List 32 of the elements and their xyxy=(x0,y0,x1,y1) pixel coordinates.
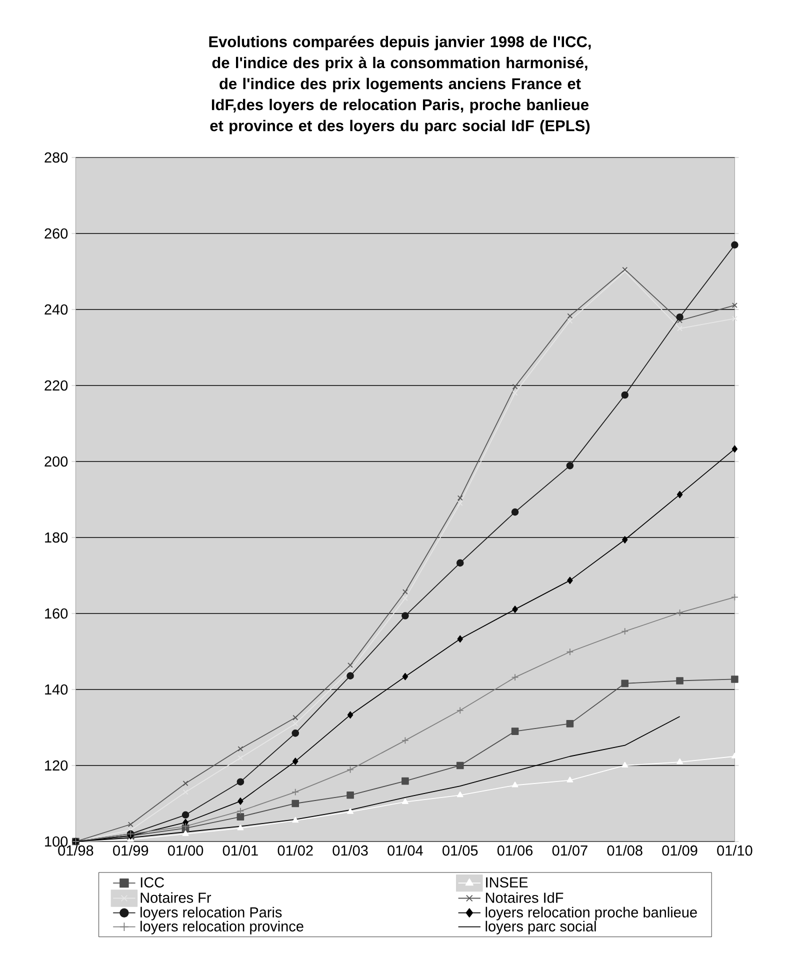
legend-label: loyers relocation proche banlieue xyxy=(486,906,697,920)
y-tick-label: 280 xyxy=(44,152,68,163)
legend-label: Notaires IdF xyxy=(486,892,564,903)
y-tick-label: 100 xyxy=(45,836,68,847)
chart-title: Evolutions comparées depuis janvier 1998 de l'ICC, de l'indice des prix à la consommation harmonisé, de l'indice des prix logements anciens France et IdF,des loyers de relocation Paris, proche banlieue et province et des loyers du parc social IdF (EPLS) xyxy=(209,36,591,134)
x-tick-label: 01/08 xyxy=(607,845,642,856)
x-tick-label: 01/07 xyxy=(552,845,588,856)
y-tick-label: 220 xyxy=(44,380,68,391)
x-tick-label: 01/04 xyxy=(388,845,423,856)
y-tick-label: 180 xyxy=(45,532,68,543)
x-tick-label: 01/99 xyxy=(113,845,148,856)
legend-label: Notaires Fr xyxy=(140,892,212,903)
x-tick-label: 01/09 xyxy=(662,845,698,856)
legend-label: loyers relocation province xyxy=(140,920,304,934)
y-tick-label: 240 xyxy=(44,304,68,315)
legend-label: loyers relocation Paris xyxy=(140,906,282,920)
x-tick-label: 01/98 xyxy=(58,845,94,856)
x-tick-label: 01/05 xyxy=(442,845,478,856)
legend-label: ICC xyxy=(140,877,164,888)
x-tick-label: 01/03 xyxy=(332,845,368,856)
x-tick-label: 01/01 xyxy=(222,845,258,856)
legend-label: INSEE xyxy=(486,877,528,888)
y-tick-label: 160 xyxy=(45,608,68,619)
x-tick-label: 01/02 xyxy=(278,845,313,856)
y-tick-label: 200 xyxy=(44,456,68,467)
legend-label: loyers parc social xyxy=(486,920,596,934)
x-tick-label: 01/10 xyxy=(717,845,752,856)
x-tick-label: 01/00 xyxy=(168,845,204,856)
y-tick-label: 140 xyxy=(45,684,68,695)
y-tick-label: 120 xyxy=(45,760,68,771)
x-tick-label: 01/06 xyxy=(497,845,533,856)
y-tick-label: 260 xyxy=(44,228,68,239)
